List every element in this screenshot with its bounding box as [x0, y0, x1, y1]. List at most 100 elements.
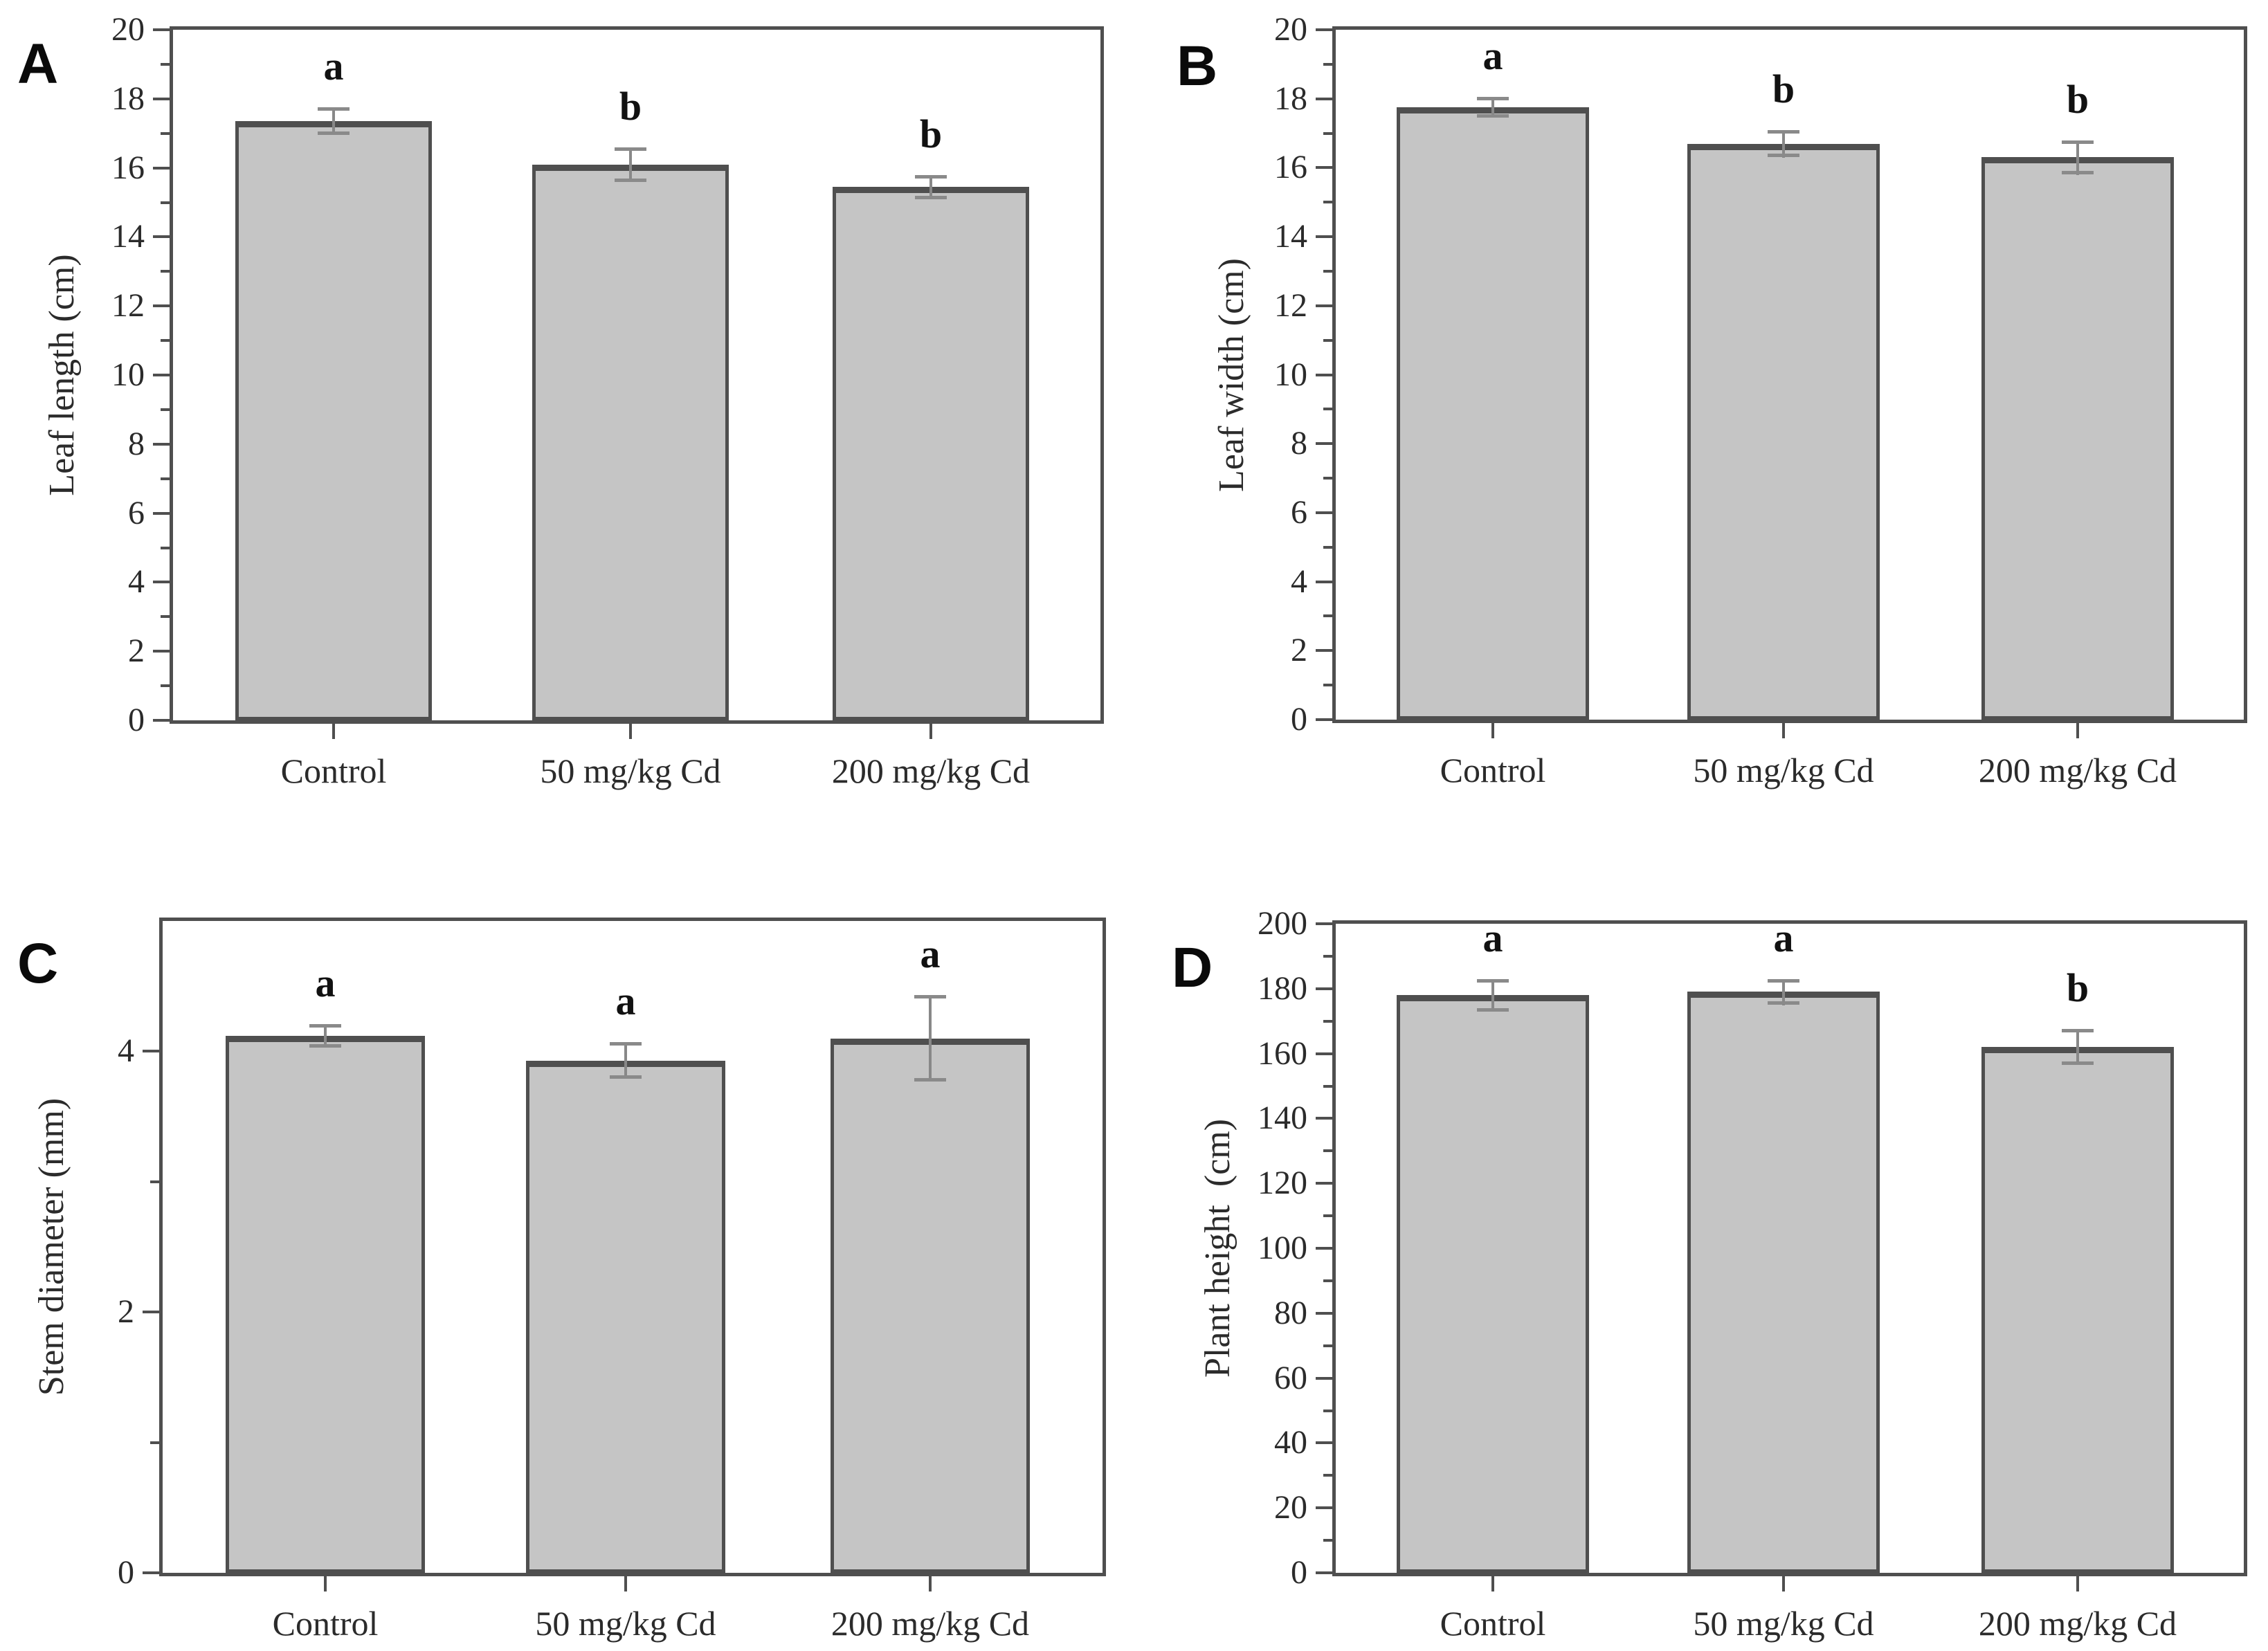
bar-50-mg-kg-cd: [1687, 992, 1880, 1573]
error-bar-cap-top: [2062, 1029, 2094, 1032]
y-major-tick: [153, 97, 170, 100]
error-bar-cap-bottom: [309, 1044, 341, 1048]
y-major-tick: [1316, 1117, 1332, 1120]
y-major-tick: [1316, 1376, 1332, 1380]
y-tick-label: 8: [128, 425, 145, 462]
y-minor-tick: [161, 201, 170, 204]
y-minor-tick: [161, 546, 170, 549]
error-bar-cap-bottom: [914, 1078, 946, 1082]
y-tick-label: 10: [1274, 356, 1307, 393]
error-bar: [2076, 1029, 2079, 1065]
plot-area-d: 0 20 40 60 80 100 120 140 160 180 200 Plant height …: [1198, 907, 2247, 1641]
error-bar-cap-top: [1768, 979, 1799, 983]
y-minor-tick: [161, 684, 170, 688]
y-minor-tick: [1323, 684, 1332, 687]
y-tick-label: 160: [1258, 1034, 1307, 1072]
y-minor-tick: [150, 1180, 159, 1183]
plot-area-c: 0 2 4 Stem diameter (mm) a Control a 50 mg/kg C…: [32, 918, 1106, 1641]
y-major-tick: [153, 581, 170, 584]
x-category-label: 200 mg/kg Cd: [1978, 1604, 2177, 1643]
y-minor-tick: [1323, 62, 1332, 66]
error-bar: [624, 1042, 627, 1079]
y-major-tick: [153, 719, 170, 722]
error-bar-cap-bottom: [610, 1075, 642, 1079]
y-axis-title: Stem diameter (mm): [32, 1097, 71, 1396]
y-minor-tick: [1323, 1084, 1332, 1088]
bar-50-mg-kg-cd: [526, 1061, 725, 1573]
y-major-tick: [1316, 718, 1332, 721]
y-major-tick: [1316, 442, 1332, 446]
error-bar-cap-top: [615, 147, 646, 151]
y-tick-label: 18: [1274, 80, 1307, 117]
y-minor-tick: [1323, 1279, 1332, 1282]
y-major-tick: [1316, 1506, 1332, 1510]
sig-letter: b: [2066, 77, 2089, 122]
y-minor-tick: [1323, 201, 1332, 204]
panel-letter-d: D: [1172, 936, 1213, 999]
bar-control: [1397, 107, 1589, 720]
error-bar-cap-top: [1477, 97, 1509, 100]
sig-letter: b: [2066, 965, 2089, 1010]
y-major-tick: [153, 166, 170, 170]
y-tick-label: 0: [118, 1554, 134, 1591]
y-minor-tick: [1323, 338, 1332, 342]
y-minor-tick: [161, 477, 170, 480]
bar-200-mg-kg-cd: [1981, 157, 2174, 720]
error-bar-cap-bottom: [318, 131, 350, 135]
error-bar-cap-top: [2062, 140, 2094, 144]
error-bar: [1782, 130, 1785, 158]
error-bar-cap-bottom: [1768, 154, 1799, 157]
y-tick-label: 4: [1291, 563, 1307, 600]
y-minor-tick: [161, 62, 170, 66]
error-bar-cap-top: [318, 107, 350, 111]
x-tick: [929, 1576, 932, 1591]
y-major-tick: [1316, 1247, 1332, 1250]
y-minor-tick: [1323, 1344, 1332, 1347]
sig-letter: b: [619, 84, 642, 129]
x-category-label: 200 mg/kg Cd: [831, 1604, 1030, 1643]
x-category-label: 200 mg/kg Cd: [831, 751, 1031, 790]
y-axis-title: Leaf length (cm): [42, 254, 82, 496]
sig-letter: a: [1773, 915, 1794, 960]
y-minor-tick: [1323, 1539, 1332, 1542]
y-tick-label: 2: [128, 632, 145, 670]
error-bar: [629, 147, 632, 182]
y-tick-label: 140: [1258, 1100, 1307, 1137]
y-minor-tick: [1323, 131, 1332, 135]
error-bar-cap-bottom: [2062, 171, 2094, 174]
y-tick-label: 2: [118, 1293, 134, 1331]
y-tick-label: 80: [1274, 1294, 1307, 1331]
y-tick-label: 20: [1274, 11, 1307, 48]
x-category-label: Control: [1440, 1604, 1546, 1643]
y-major-tick: [143, 1311, 159, 1314]
y-minor-tick: [1323, 1149, 1332, 1153]
sig-letter: a: [323, 44, 344, 89]
y-major-tick: [1316, 1571, 1332, 1574]
y-minor-tick: [161, 339, 170, 343]
y-tick-label: 18: [111, 80, 145, 117]
y-major-tick: [1316, 235, 1332, 239]
x-category-label: 50 mg/kg Cd: [1693, 751, 1874, 790]
error-bar-cap-bottom: [915, 196, 947, 199]
sig-letter: b: [1772, 66, 1795, 111]
y-minor-tick: [1323, 1019, 1332, 1023]
x-tick: [1782, 723, 1785, 738]
y-major-tick: [1316, 649, 1332, 653]
y-tick-label: 10: [111, 356, 145, 393]
error-bar-cap-top: [610, 1042, 642, 1046]
x-tick: [324, 1576, 327, 1591]
bar-200-mg-kg-cd: [833, 187, 1029, 720]
y-minor-tick: [161, 408, 170, 411]
bar-control: [235, 121, 432, 720]
y-tick-label: 16: [111, 149, 145, 186]
sig-letter: a: [615, 978, 636, 1023]
panel-letter-c: C: [17, 932, 59, 995]
sig-letter: a: [1482, 915, 1503, 960]
y-axis-title: Leaf width (cm): [1212, 257, 1251, 492]
y-tick-label: 2: [1291, 632, 1307, 669]
y-tick-label: 0: [1291, 1554, 1307, 1591]
x-category-label: Control: [1440, 751, 1546, 790]
y-tick-label: 100: [1258, 1230, 1307, 1266]
bar-200-mg-kg-cd: [1981, 1047, 2174, 1573]
